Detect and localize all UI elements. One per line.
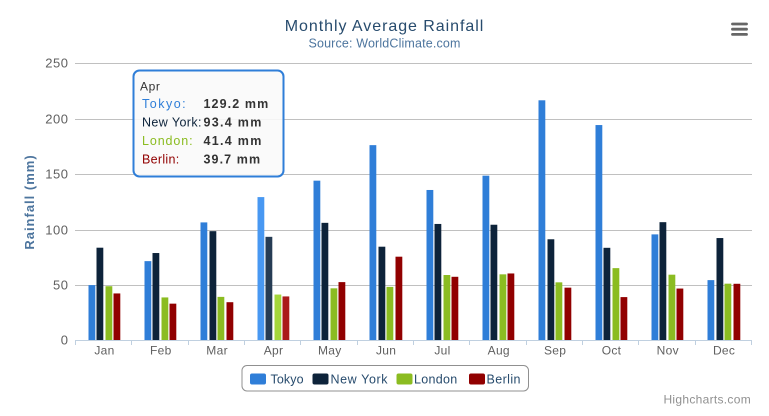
- svg-text:New York: New York: [331, 372, 389, 386]
- svg-text:Rainfall (mm): Rainfall (mm): [22, 154, 37, 249]
- svg-text:Mar: Mar: [206, 343, 228, 357]
- svg-text:Tokyo:: Tokyo:: [142, 97, 187, 111]
- svg-text:Nov: Nov: [657, 343, 679, 357]
- svg-text:Jun: Jun: [376, 343, 396, 357]
- svg-text:41.4 mm: 41.4 mm: [204, 134, 263, 148]
- svg-text:Jul: Jul: [434, 343, 450, 357]
- svg-text:39.7 mm: 39.7 mm: [204, 153, 262, 167]
- svg-text:Jan: Jan: [94, 343, 114, 357]
- svg-text:London: London: [414, 372, 458, 386]
- svg-text:Tokyo: Tokyo: [271, 372, 304, 386]
- svg-text:100: 100: [45, 223, 68, 238]
- svg-text:May: May: [318, 343, 342, 357]
- svg-text:London:: London:: [142, 134, 193, 148]
- svg-text:0: 0: [61, 333, 69, 348]
- svg-text:Feb: Feb: [150, 343, 172, 357]
- svg-text:New York:: New York:: [142, 116, 202, 130]
- svg-text:Apr: Apr: [264, 343, 284, 357]
- svg-text:200: 200: [45, 112, 68, 127]
- svg-text:Highcharts.com: Highcharts.com: [663, 393, 751, 407]
- svg-text:Oct: Oct: [602, 343, 622, 357]
- svg-text:50: 50: [53, 278, 68, 293]
- svg-text:150: 150: [45, 167, 68, 182]
- svg-text:Monthly Average Rainfall: Monthly Average Rainfall: [285, 18, 485, 35]
- svg-text:Berlin:: Berlin:: [142, 153, 180, 167]
- svg-text:Berlin: Berlin: [487, 372, 521, 386]
- svg-text:129.2 mm: 129.2 mm: [204, 97, 270, 111]
- svg-text:Apr: Apr: [140, 80, 160, 94]
- svg-text:Aug: Aug: [488, 343, 510, 357]
- svg-text:250: 250: [45, 56, 68, 71]
- svg-text:Source: WorldClimate.com: Source: WorldClimate.com: [308, 37, 460, 51]
- svg-text:93.4 mm: 93.4 mm: [204, 116, 263, 130]
- svg-text:Sep: Sep: [544, 343, 566, 357]
- svg-text:Dec: Dec: [713, 343, 735, 357]
